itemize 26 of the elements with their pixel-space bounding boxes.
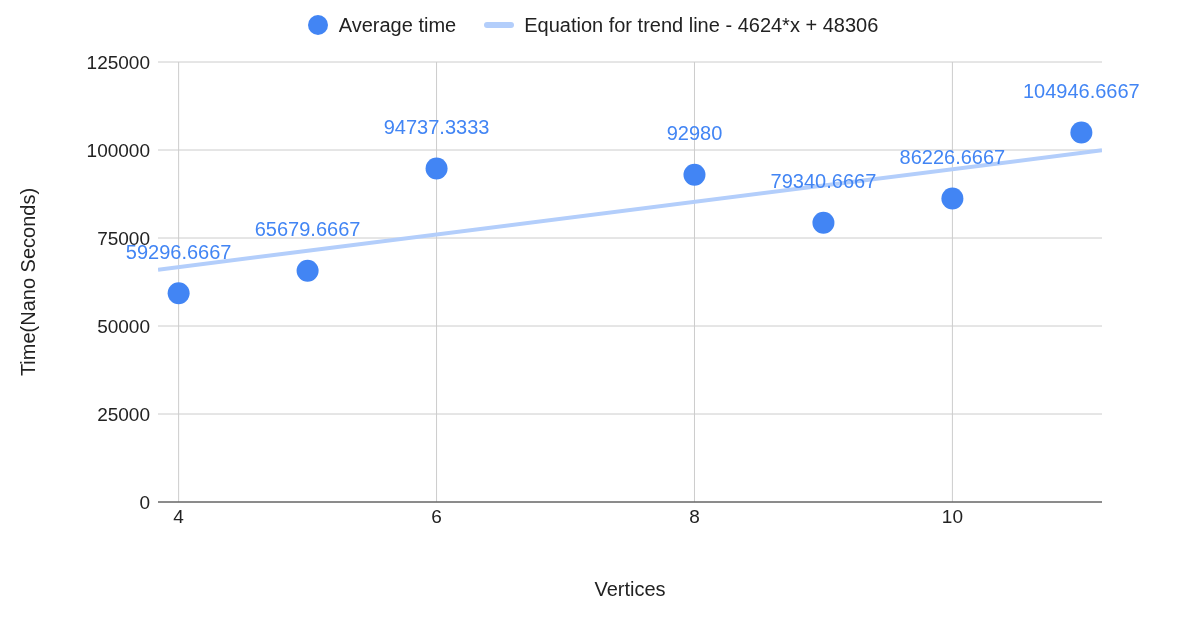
x-axis-title: Vertices [594,578,666,601]
point [683,163,706,186]
x-tick-label: 8 [689,506,700,528]
point [167,282,190,305]
y-tick-label: 0 [139,491,150,513]
point [425,157,448,180]
legend-label: Average time [338,13,457,37]
y-tick-label: 100000 [86,139,150,161]
x-tick-label: 4 [173,506,185,528]
data-label: 79340.6667 [770,170,877,193]
data-label: 92980 [666,122,723,145]
x-tick-label: 10 [941,506,963,528]
x-tick-label: 6 [431,506,442,528]
data-label: 86226.6667 [899,145,1006,168]
y-axis-title: Time(Nano Seconds) [17,187,40,377]
point [941,187,964,210]
y-tick-label: 50000 [97,315,150,337]
point [1070,121,1093,144]
y-tick-label: 125000 [86,51,150,73]
point [812,211,835,234]
data-label: 104946.6667 [1022,80,1140,103]
legend-label: Equation for trend line - 4624*x + 48306 [524,13,879,37]
point [296,259,319,282]
data-label: 65679.6667 [254,218,361,241]
y-tick-label: 25000 [97,403,150,425]
data-label: 94737.3333 [383,116,490,139]
